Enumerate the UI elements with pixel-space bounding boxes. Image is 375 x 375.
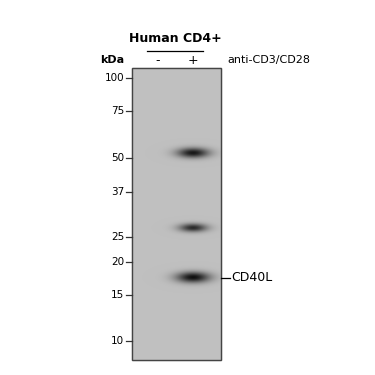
Text: 100: 100 <box>105 74 124 83</box>
Text: 25: 25 <box>111 232 124 242</box>
Text: 15: 15 <box>111 290 124 300</box>
Text: 20: 20 <box>111 257 124 267</box>
Text: CD40L: CD40L <box>231 271 273 284</box>
Text: 50: 50 <box>111 153 124 163</box>
Text: 37: 37 <box>111 187 124 197</box>
Text: +: + <box>188 54 198 67</box>
Bar <box>132 68 221 360</box>
Bar <box>132 68 221 360</box>
Text: anti-CD3/CD28: anti-CD3/CD28 <box>228 55 310 65</box>
Text: 75: 75 <box>111 106 124 116</box>
Text: 10: 10 <box>111 336 124 346</box>
Text: kDa: kDa <box>100 56 124 66</box>
Text: -: - <box>155 54 159 67</box>
Text: Human CD4+: Human CD4+ <box>129 32 222 45</box>
